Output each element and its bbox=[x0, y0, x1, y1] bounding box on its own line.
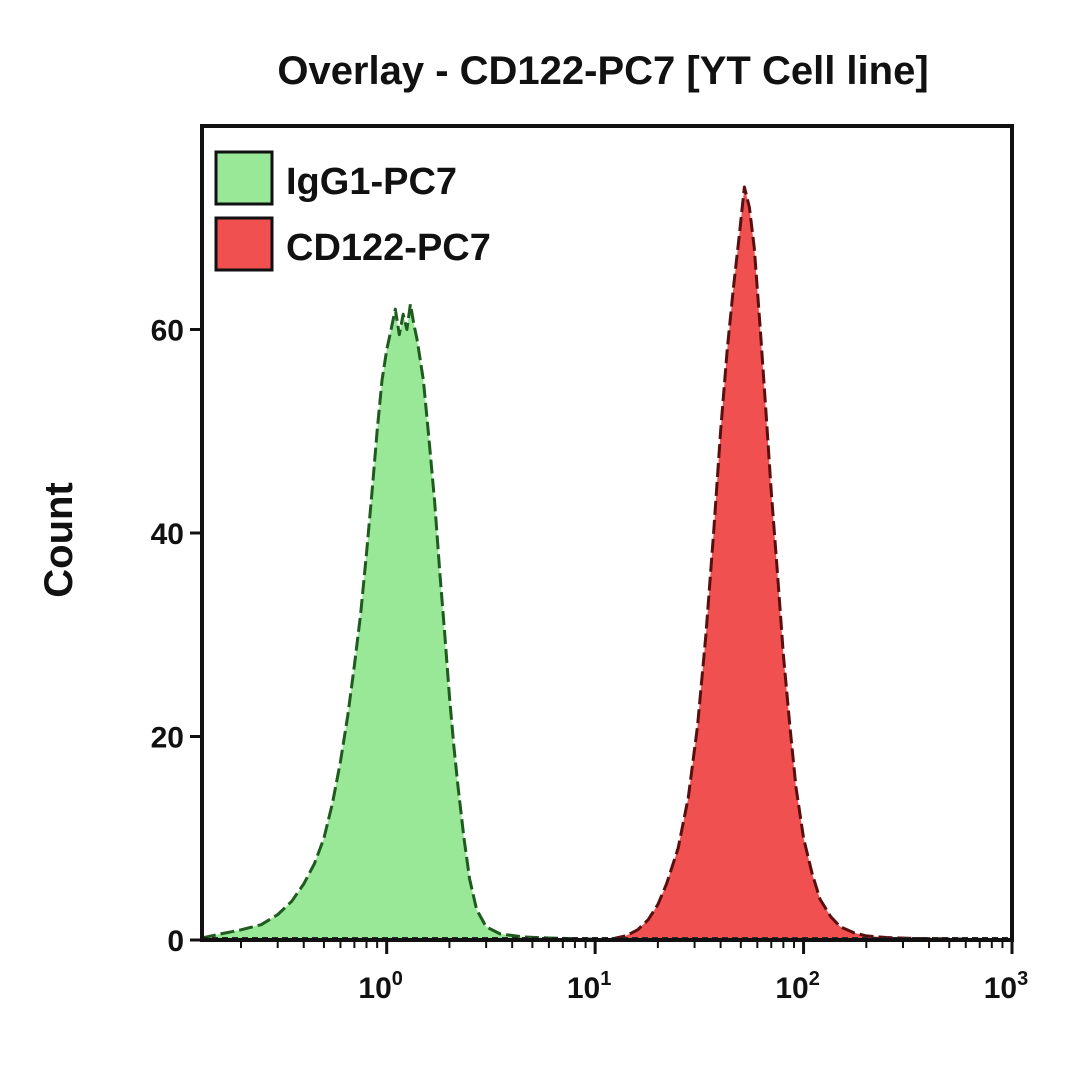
x-tick-label: 102 bbox=[775, 968, 820, 1005]
y-axis-label: Count bbox=[37, 482, 81, 598]
series-area-0 bbox=[202, 304, 612, 941]
y-tick-label: 40 bbox=[151, 518, 184, 551]
series-outline-1 bbox=[611, 185, 992, 941]
legend: IgG1-PC7 CD122-PC7 bbox=[214, 150, 491, 272]
y-tick-label: 60 bbox=[151, 315, 184, 348]
legend-label-0: IgG1-PC7 bbox=[286, 161, 457, 203]
legend-swatch-0 bbox=[214, 150, 274, 206]
x-tick-label: 101 bbox=[567, 968, 612, 1005]
x-tick-label: 100 bbox=[358, 968, 403, 1005]
y-tick-label: 20 bbox=[151, 722, 184, 755]
chart-title: Overlay - CD122-PC7 [YT Cell line] bbox=[277, 49, 928, 93]
series-outline-0 bbox=[201, 302, 612, 941]
y-tick-label: 0 bbox=[167, 925, 184, 958]
legend-label-1: CD122-PC7 bbox=[286, 227, 491, 269]
axis-ticks: 0 20 40 60 100 101 102 103 bbox=[151, 315, 1029, 1006]
x-tick-label: 103 bbox=[984, 968, 1029, 1005]
series-area-1 bbox=[611, 187, 992, 940]
legend-swatch-1 bbox=[214, 216, 274, 272]
